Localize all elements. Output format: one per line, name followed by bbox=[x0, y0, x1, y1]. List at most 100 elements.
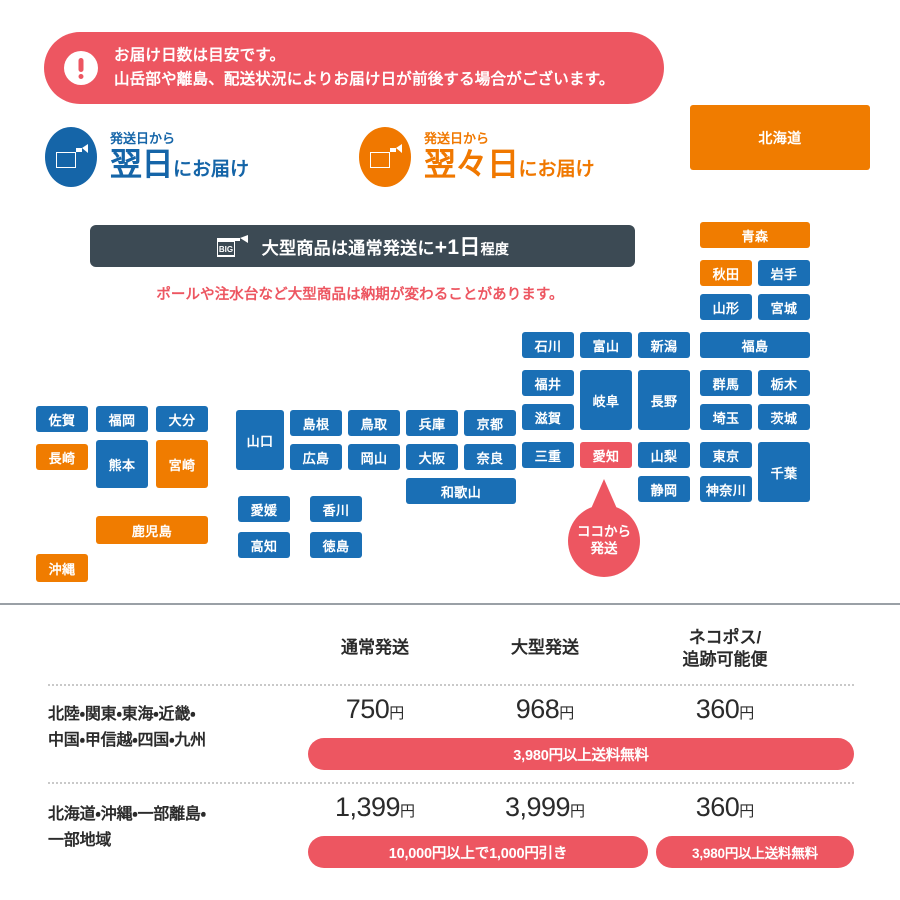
prefecture-tile: 長崎 bbox=[36, 444, 88, 470]
table-divider-middle bbox=[48, 782, 854, 784]
row1-price-nekopos: 360円 bbox=[640, 694, 810, 725]
prefecture-tile: 宮城 bbox=[758, 294, 810, 320]
row2-region-label: 北海道・沖縄・一部離島・ 一部地域 bbox=[48, 802, 288, 853]
row2-price-nekopos-num: 360 bbox=[695, 792, 740, 822]
delivery-speed-row: 発送日から 翌日にお届け 発送日から 翌々日にお届け bbox=[44, 126, 664, 208]
prefecture-tile: 岡山 bbox=[348, 444, 400, 470]
row2-region-line-2: 一部地域 bbox=[48, 831, 112, 849]
prefecture-tile: 京都 bbox=[464, 410, 516, 436]
row2-free-shipping-badge: 3,980円以上送料無料 bbox=[656, 836, 854, 868]
prefecture-tile: 青森 bbox=[700, 222, 810, 248]
prefecture-tile: 和歌山 bbox=[406, 478, 516, 504]
prefecture-tile: 鳥取 bbox=[348, 410, 400, 436]
shipping-price-table: 通常発送 大型発送 ネコポス/ 追跡可能便 bbox=[0, 615, 900, 687]
row1-free-shipping-badge: 3,980円以上送料無料 bbox=[308, 738, 854, 770]
delivery-notice-text: お届け日数は目安です。 山岳部や離島、配送状況によりお届け日が前後する場合がござ… bbox=[114, 44, 615, 92]
row1-price-large-num: 968 bbox=[515, 694, 560, 724]
row2-price-normal-yen: 円 bbox=[400, 803, 416, 820]
notice-line-2: 山岳部や離島、配送状況によりお届け日が前後する場合がございます。 bbox=[114, 71, 615, 88]
prefecture-tile: 福島 bbox=[700, 332, 810, 358]
prefecture-tile: 熊本 bbox=[96, 440, 148, 488]
prefecture-tile: 北海道 bbox=[690, 105, 870, 170]
big-package-icon: BIG bbox=[216, 234, 250, 258]
prefecture-tile: 秋田 bbox=[700, 260, 752, 286]
header-normal-shipping: 通常発送 bbox=[341, 638, 409, 657]
prefecture-tile: 山梨 bbox=[638, 442, 690, 468]
prefecture-tile: 滋賀 bbox=[522, 404, 574, 430]
prefecture-tile: 神奈川 bbox=[700, 476, 752, 502]
row2-price-large-num: 3,999 bbox=[504, 792, 571, 822]
prefecture-tile: 宮崎 bbox=[156, 440, 208, 488]
two-day-delivery-badge: 発送日から 翌々日にお届け bbox=[358, 126, 595, 188]
row2-price-normal-num: 1,399 bbox=[334, 792, 401, 822]
table-divider-top bbox=[48, 684, 854, 686]
prefecture-tile: 大分 bbox=[156, 406, 208, 432]
prefecture-tile: 沖縄 bbox=[36, 554, 88, 582]
row1-price-large: 968円 bbox=[470, 694, 620, 725]
package-icon bbox=[44, 126, 98, 188]
prefecture-tile: 東京 bbox=[700, 442, 752, 468]
svg-text:BIG: BIG bbox=[219, 245, 233, 254]
prefecture-tile: 山形 bbox=[700, 294, 752, 320]
row2-region-line-1: 北海道・沖縄・一部離島・ bbox=[48, 806, 206, 823]
exclamation-icon bbox=[64, 51, 98, 85]
row1-price-normal-yen: 円 bbox=[389, 705, 405, 722]
japan-prefecture-map: 北海道 青森 秋田 岩手 山形 宮城 福島 群馬 栃木 埼玉 茨城 東京 千葉 神奈川 石川 富山 新潟 福井 岐阜… bbox=[36, 105, 870, 582]
section-divider bbox=[0, 603, 900, 605]
table-row: 北陸・関東・東海・近畿・ 中国・甲信越・四国・九州 750円 968円 360円… bbox=[0, 694, 900, 780]
next-day-from: 発送日から bbox=[110, 131, 176, 147]
row1-price-normal: 750円 bbox=[300, 694, 450, 725]
table-header-row: 通常発送 大型発送 ネコポス/ 追跡可能便 bbox=[0, 615, 900, 687]
prefecture-tile: 愛知 bbox=[580, 442, 632, 468]
two-day-text: 発送日から 翌々日にお届け bbox=[424, 131, 595, 183]
row2-price-nekopos-yen: 円 bbox=[739, 803, 755, 820]
prefecture-tile: 栃木 bbox=[758, 370, 810, 396]
large-item-banner-text: 大型商品は通常発送に+1日程度 bbox=[262, 231, 509, 261]
prefecture-tile: 千葉 bbox=[758, 442, 810, 502]
header-nekopos-shipping: ネコポス/ 追跡可能便 bbox=[640, 627, 810, 671]
prefecture-tile: 群馬 bbox=[700, 370, 752, 396]
prefecture-tile: 広島 bbox=[290, 444, 342, 470]
row1-price-nekopos-num: 360 bbox=[695, 694, 740, 724]
row1-region-line-1: 北陸・関東・東海・近畿・ bbox=[48, 706, 196, 723]
row2-price-large: 3,999円 bbox=[470, 792, 620, 823]
prefecture-tile: 香川 bbox=[310, 496, 362, 522]
delivery-notice-banner: お届け日数は目安です。 山岳部や離島、配送状況によりお届け日が前後する場合がござ… bbox=[44, 32, 664, 104]
table-row: 北海道・沖縄・一部離島・ 一部地域 1,399円 3,999円 360円 10,… bbox=[0, 792, 900, 878]
prefecture-tile: 岐阜 bbox=[580, 370, 632, 430]
prefecture-tile: 富山 bbox=[580, 332, 632, 358]
row1-price-nekopos-yen: 円 bbox=[739, 705, 755, 722]
prefecture-tile: 愛媛 bbox=[238, 496, 290, 522]
two-day-from: 発送日から bbox=[424, 131, 490, 147]
prefecture-tile: 山口 bbox=[236, 410, 284, 470]
two-day-big: 翌々日 bbox=[424, 146, 519, 183]
next-day-big: 翌日 bbox=[110, 146, 174, 183]
prefecture-tile: 高知 bbox=[238, 532, 290, 558]
row1-price-large-yen: 円 bbox=[559, 705, 575, 722]
large-item-note: ポールや注水台など大型商品は納期が変わることがあります。 bbox=[156, 287, 564, 303]
row2-price-nekopos: 360円 bbox=[640, 792, 810, 823]
prefecture-tile: 鹿児島 bbox=[96, 516, 208, 544]
next-day-delivery-badge: 発送日から 翌日にお届け bbox=[44, 126, 249, 188]
origin-line-1: ココから bbox=[577, 524, 631, 540]
row2-price-normal: 1,399円 bbox=[300, 792, 450, 823]
row2-price-large-yen: 円 bbox=[570, 803, 586, 820]
header-nekopos-line-2: 追跡可能便 bbox=[682, 650, 768, 670]
prefecture-tile: 島根 bbox=[290, 410, 342, 436]
prefecture-tile: 兵庫 bbox=[406, 410, 458, 436]
prefecture-tile: 三重 bbox=[522, 442, 574, 468]
prefecture-tile: 茨城 bbox=[758, 404, 810, 430]
row2-discount-badge: 10,000円以上で1,000円引き bbox=[308, 836, 648, 868]
prefecture-tile: 福井 bbox=[522, 370, 574, 396]
row1-price-normal-num: 750 bbox=[345, 694, 390, 724]
next-day-text: 発送日から 翌日にお届け bbox=[110, 131, 250, 183]
prefecture-tile: 新潟 bbox=[638, 332, 690, 358]
next-day-small: にお届け bbox=[173, 159, 250, 181]
row1-region-line-2: 中国・甲信越・四国・九州 bbox=[48, 731, 206, 749]
origin-line-2: 発送 bbox=[590, 541, 618, 556]
row1-region-label: 北陸・関東・東海・近畿・ 中国・甲信越・四国・九州 bbox=[48, 702, 288, 753]
prefecture-tile: 岩手 bbox=[758, 260, 810, 286]
prefecture-tile: 佐賀 bbox=[36, 406, 88, 432]
prefecture-tile: 埼玉 bbox=[700, 404, 752, 430]
